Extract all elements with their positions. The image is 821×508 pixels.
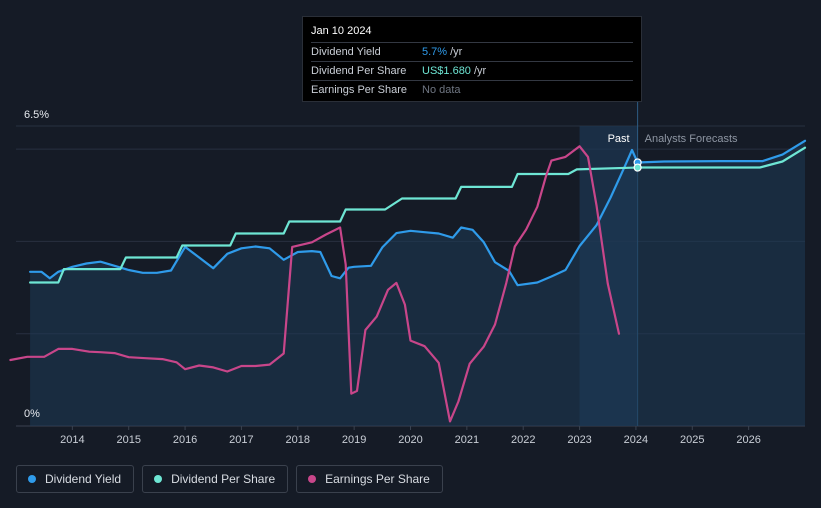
tooltip-value: 5.7% bbox=[422, 46, 448, 58]
x-tick-label: 2014 bbox=[60, 434, 84, 446]
y-axis: 6.5% 0% bbox=[24, 109, 49, 420]
x-tick-label: 2017 bbox=[229, 434, 253, 446]
tooltip-label: Earnings Per Share bbox=[311, 84, 407, 96]
legend-dot-icon bbox=[28, 475, 36, 483]
x-tick-label: 2021 bbox=[455, 434, 479, 446]
tooltip-unit: /yr bbox=[450, 46, 463, 58]
chart-legend: Dividend Yield Dividend Per Share Earnin… bbox=[16, 465, 443, 493]
series-markers bbox=[633, 158, 642, 172]
x-tick-label: 2026 bbox=[736, 434, 760, 446]
tooltip-row-earnings-per-share: Earnings Per Share No data bbox=[311, 80, 633, 99]
forecast-region-label: Analysts Forecasts bbox=[645, 133, 738, 145]
x-tick-label: 2019 bbox=[342, 434, 366, 446]
tooltip-label: Dividend Per Share bbox=[311, 65, 407, 77]
x-tick-label: 2023 bbox=[567, 434, 591, 446]
x-tick-label: 2025 bbox=[680, 434, 704, 446]
legend-dividend-per-share[interactable]: Dividend Per Share bbox=[142, 465, 289, 493]
x-tick-label: 2024 bbox=[624, 434, 648, 446]
x-tick-label: 2016 bbox=[173, 434, 197, 446]
x-tick-label: 2020 bbox=[398, 434, 422, 446]
tooltip-date: Jan 10 2024 bbox=[311, 25, 372, 37]
past-region-label: Past bbox=[608, 133, 630, 145]
x-tick-label: 2015 bbox=[116, 434, 140, 446]
series-line-dividend-per-share bbox=[29, 146, 807, 284]
series-lines bbox=[9, 139, 807, 423]
y-tick-label: 0% bbox=[24, 408, 40, 420]
x-axis: 2014 2015 2016 2017 2018 2019 2020 2021 2022 2023… bbox=[60, 426, 761, 446]
tooltip-label: Dividend Yield bbox=[311, 46, 381, 58]
tooltip-value: No data bbox=[422, 84, 461, 96]
tooltip-value: US$1.680 bbox=[422, 65, 471, 77]
tooltip-row-dividend-per-share: Dividend Per Share US$1.680 /yr bbox=[311, 61, 633, 80]
legend-dividend-yield[interactable]: Dividend Yield bbox=[16, 465, 135, 493]
series-line-earnings-per-share bbox=[9, 145, 621, 423]
series-areas bbox=[30, 140, 805, 427]
legend-dot-icon bbox=[308, 475, 317, 483]
hover-tooltip: Jan 10 2024 Dividend Yield 5.7% /yr Divi… bbox=[302, 16, 642, 102]
x-tick-label: 2018 bbox=[286, 434, 310, 446]
y-tick-label: 6.5% bbox=[24, 109, 49, 121]
legend-earnings-per-share[interactable]: Earnings Per Share bbox=[296, 465, 443, 493]
legend-label: Dividend Per Share bbox=[171, 472, 276, 486]
tooltip-row-dividend-yield: Dividend Yield 5.7% /yr bbox=[311, 42, 633, 61]
tooltip-unit: /yr bbox=[473, 65, 487, 77]
series-marker-dividend-per-share bbox=[633, 163, 642, 172]
legend-dot-icon bbox=[154, 475, 163, 483]
x-tick-label: 2022 bbox=[511, 434, 535, 446]
legend-label: Earnings Per Share bbox=[325, 472, 430, 486]
legend-label: Dividend Yield bbox=[45, 472, 122, 486]
dividend-yield-area bbox=[30, 140, 805, 427]
